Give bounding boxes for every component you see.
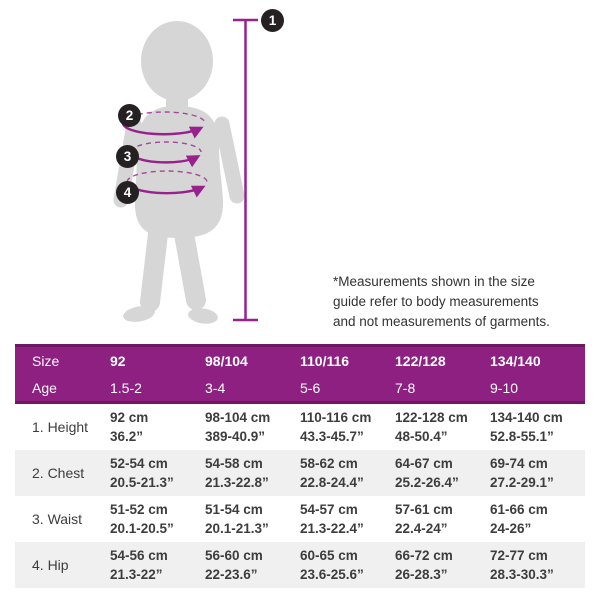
size-header-row: Size 92 98/104 110/116 122/128 134/140	[15, 347, 585, 374]
value-cm: 69-74 cm	[490, 456, 548, 471]
value-in: 28.3-30.3”	[490, 567, 554, 582]
value-in: 21.3-22.4”	[300, 521, 364, 536]
size-table-header: Size 92 98/104 110/116 122/128 134/140 A…	[15, 344, 585, 404]
measurement-cell: 52-54 cm 20.5-21.3”	[110, 454, 205, 492]
value-cm: 52-54 cm	[110, 456, 168, 471]
measurement-cell: 64-67 cm 25.2-26.4”	[395, 454, 490, 492]
measurement-cell: 54-57 cm 21.3-22.4”	[300, 500, 395, 538]
hip-badge: 4	[116, 181, 139, 204]
age-value: 3-4	[205, 379, 226, 396]
value-cm: 51-54 cm	[205, 502, 263, 517]
value-cm: 122-128 cm	[395, 410, 468, 425]
value-cm: 58-62 cm	[300, 456, 358, 471]
row-label: 2. Chest	[32, 465, 85, 481]
measurement-cell: 51-52 cm 20.1-20.5”	[110, 500, 205, 538]
note-line: and not measurements of garments.	[333, 314, 550, 329]
value-cm: 110-116 cm	[300, 410, 372, 425]
value-in: 24-26”	[490, 521, 532, 536]
size-value: 98/104	[205, 352, 248, 369]
chest-measure-ring	[121, 111, 206, 139]
measurement-note: *Measurements shown in the size guide re…	[333, 272, 550, 332]
height-measure-line	[233, 18, 258, 322]
value-in: 36.2”	[110, 429, 144, 444]
measurement-cell: 54-56 cm 21.3-22”	[110, 546, 205, 584]
value-cm: 54-58 cm	[205, 456, 263, 471]
measurement-cell: 98-104 cm 389-40.9”	[205, 408, 300, 446]
value-in: 26-28.3”	[395, 567, 448, 582]
value-in: 22-23.6”	[205, 567, 258, 582]
child-silhouette	[113, 21, 245, 324]
value-cm: 134-140 cm	[490, 410, 563, 425]
row-label: 4. Hip	[32, 557, 69, 573]
value-cm: 56-60 cm	[205, 548, 263, 563]
measurement-cell: 72-77 cm 28.3-30.3”	[490, 546, 585, 584]
row-label: 1. Height	[32, 419, 89, 435]
note-line: *Measurements shown in the size	[333, 274, 535, 289]
age-value: 1.5-2	[110, 379, 142, 396]
age-value: 5-6	[300, 379, 321, 396]
value-cm: 98-104 cm	[205, 410, 271, 425]
height-badge: 1	[261, 9, 284, 32]
size-value: 92	[110, 352, 126, 369]
size-label: Size	[32, 352, 60, 369]
table-row: 1. Height 92 cm 36.2” 98-104 cm 389-40.9” 110…	[15, 404, 585, 450]
value-in: 27.2-29.1”	[490, 475, 554, 490]
value-in: 43.3-45.7”	[300, 429, 364, 444]
measurement-cell: 110-116 cm 43.3-45.7”	[300, 408, 395, 446]
measurement-cell: 122-128 cm 48-50.4”	[395, 408, 490, 446]
value-cm: 92 cm	[110, 410, 149, 425]
age-value: 9-10	[490, 379, 519, 396]
size-value: 122/128	[395, 352, 446, 369]
measurement-cell: 54-58 cm 21.3-22.8”	[205, 454, 300, 492]
value-in: 21.3-22”	[110, 567, 163, 582]
value-in: 20.5-21.3”	[110, 475, 174, 490]
value-cm: 61-66 cm	[490, 502, 548, 517]
value-in: 22.4-24”	[395, 521, 448, 536]
age-label: Age	[32, 379, 57, 396]
measurement-cell: 58-62 cm 22.8-24.4”	[300, 454, 395, 492]
measurement-cell: 60-65 cm 23.6-25.6”	[300, 546, 395, 584]
table-row: 2. Chest 52-54 cm 20.5-21.3” 54-58 cm 21.3-2…	[15, 450, 585, 496]
age-header-row: Age 1.5-2 3-4 5-6 7-8 9-10	[15, 374, 585, 401]
value-in: 20.1-21.3”	[205, 521, 269, 536]
size-table: Size 92 98/104 110/116 122/128 134/140 A…	[15, 344, 585, 588]
value-in: 22.8-24.4”	[300, 475, 364, 490]
measurement-cell: 69-74 cm 27.2-29.1”	[490, 454, 585, 492]
row-label: 3. Waist	[32, 511, 83, 527]
measurement-cell: 51-54 cm 20.1-21.3”	[205, 500, 300, 538]
measurement-cell: 56-60 cm 22-23.6”	[205, 546, 300, 584]
measurement-cell: 61-66 cm 24-26”	[490, 500, 585, 538]
value-in: 21.3-22.8”	[205, 475, 269, 490]
value-in: 25.2-26.4”	[395, 475, 459, 490]
table-row: 3. Waist 51-52 cm 20.1-20.5” 51-54 cm 20.1-2…	[15, 496, 585, 542]
value-in: 389-40.9”	[205, 429, 266, 444]
note-line: guide refer to body measurements	[333, 294, 539, 309]
chest-badge: 2	[118, 104, 141, 127]
value-cm: 64-67 cm	[395, 456, 453, 471]
measurement-cell: 134-140 cm 52.8-55.1”	[490, 408, 585, 446]
table-row: 4. Hip 54-56 cm 21.3-22” 56-60 cm 22-23.6” 60…	[15, 542, 585, 588]
value-cm: 54-57 cm	[300, 502, 358, 517]
value-cm: 60-65 cm	[300, 548, 358, 563]
value-in: 20.1-20.5”	[110, 521, 174, 536]
measurement-cell: 92 cm 36.2”	[110, 408, 205, 446]
size-value: 134/140	[490, 352, 541, 369]
age-value: 7-8	[395, 379, 416, 396]
value-cm: 51-52 cm	[110, 502, 168, 517]
size-value: 110/116	[300, 352, 350, 369]
value-cm: 66-72 cm	[395, 548, 453, 563]
value-cm: 54-56 cm	[110, 548, 168, 563]
size-table-body: 1. Height 92 cm 36.2” 98-104 cm 389-40.9” 110…	[15, 404, 585, 588]
value-cm: 72-77 cm	[490, 548, 548, 563]
waist-badge: 3	[116, 145, 139, 168]
measurement-cell: 57-61 cm 22.4-24”	[395, 500, 490, 538]
value-cm: 57-61 cm	[395, 502, 453, 517]
value-in: 52.8-55.1”	[490, 429, 554, 444]
measurement-cell: 66-72 cm 26-28.3”	[395, 546, 490, 584]
value-in: 23.6-25.6”	[300, 567, 364, 582]
value-in: 48-50.4”	[395, 429, 448, 444]
